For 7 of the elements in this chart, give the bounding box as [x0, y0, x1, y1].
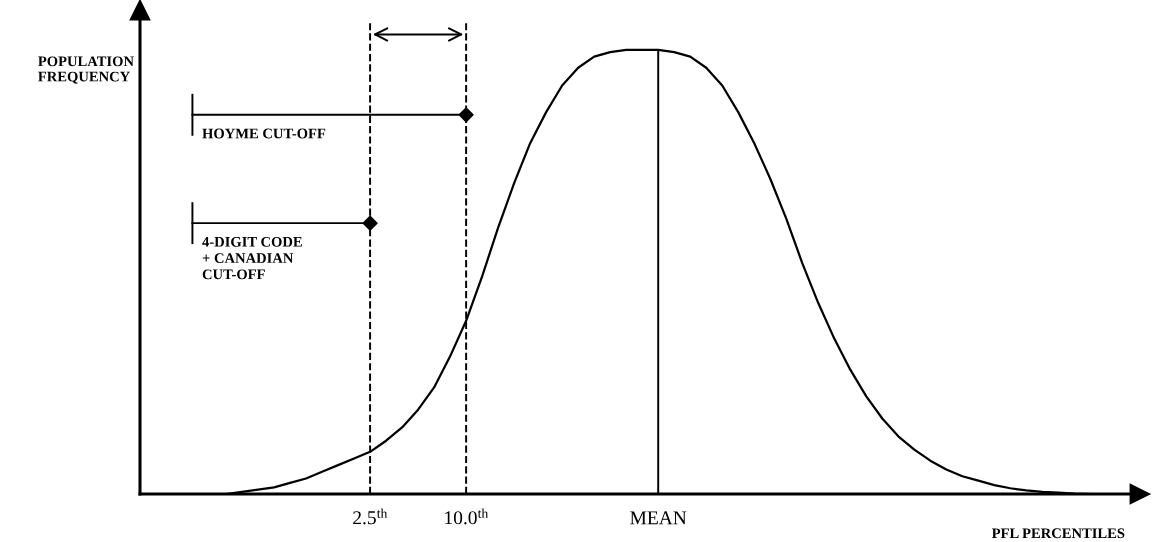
x-axis-title: PFL PERCENTILES [991, 528, 1125, 539]
annotation: 4-DIGIT CODE + CANADIAN CUT-OFF [202, 236, 302, 280]
text: POPULATION FREQUENCY [38, 56, 134, 84]
annotation: HOYME CUT-OFF [202, 128, 326, 139]
x-tick-label: 10.0$^{th}$ [445, 508, 489, 525]
x-tick-label: 2.5$^{th}$ [353, 508, 388, 525]
x-tick-label: MEAN [630, 511, 687, 525]
